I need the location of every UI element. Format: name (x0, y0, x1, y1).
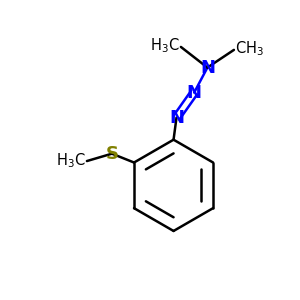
Text: N: N (169, 109, 184, 127)
Text: S: S (105, 145, 119, 163)
Text: $\mathregular{CH_3}$: $\mathregular{CH_3}$ (236, 39, 264, 58)
Text: N: N (187, 84, 202, 102)
Text: $\mathregular{H_3C}$: $\mathregular{H_3C}$ (56, 152, 85, 170)
Text: N: N (200, 58, 215, 76)
Text: $\mathregular{H_3C}$: $\mathregular{H_3C}$ (150, 36, 179, 55)
